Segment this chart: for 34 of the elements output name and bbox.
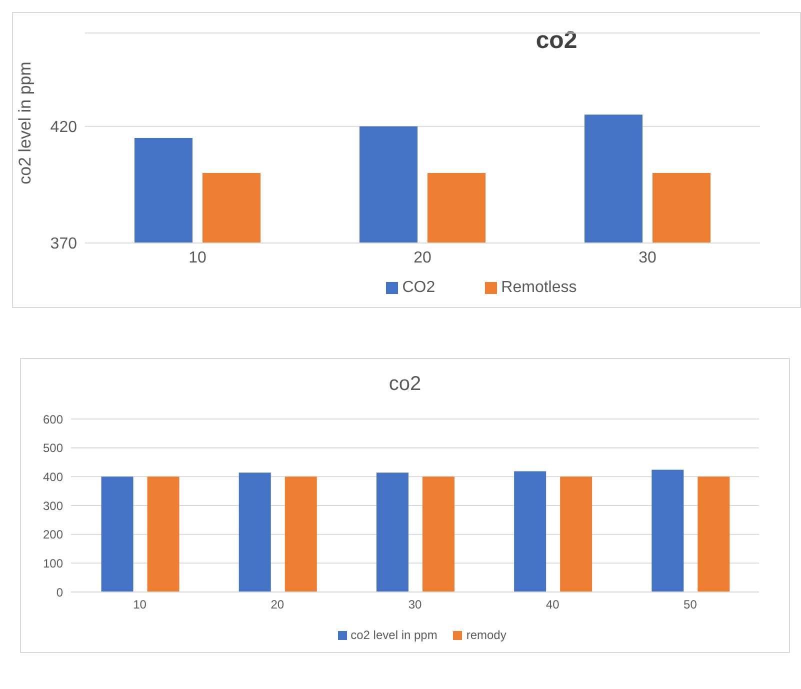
y-tick-label: 0 [56,585,64,600]
x-tick-label: 10 [188,249,206,266]
bar [147,476,180,592]
y-axis-title: co2 level in ppm [15,62,35,184]
bar [652,470,684,592]
x-tick-label: 50 [684,598,698,612]
y-tick-label: 300 [42,498,64,513]
bar [422,476,454,592]
x-tick-label: 20 [270,598,284,612]
y-tick-label: 200 [42,528,64,542]
bar [284,476,317,592]
legend-label: CO2 [402,279,436,296]
legend-label: Remotless [501,279,577,296]
y-tick-label: 500 [42,441,64,456]
chart-title: co2 [534,27,578,55]
bar [560,476,592,592]
y-tick-label: 420 [50,119,78,136]
x-tick-label: 30 [638,249,656,266]
chart-title: co2 [388,373,422,396]
bar [698,476,730,592]
bar [376,472,408,592]
bar [238,472,271,592]
x-tick-label: 30 [408,598,422,612]
x-tick-label: 20 [414,249,432,266]
bar [514,471,546,592]
bar [101,476,134,592]
x-tick-label: 40 [546,598,560,612]
legend-label: remody [466,628,506,642]
y-tick-label: 400 [42,470,64,484]
x-tick-label: 10 [133,598,147,612]
y-tick-label: 600 [42,412,64,426]
y-tick-label: 100 [42,556,64,570]
y-tick-label: 370 [50,236,78,253]
legend-label: co2 level in ppm [350,628,438,642]
